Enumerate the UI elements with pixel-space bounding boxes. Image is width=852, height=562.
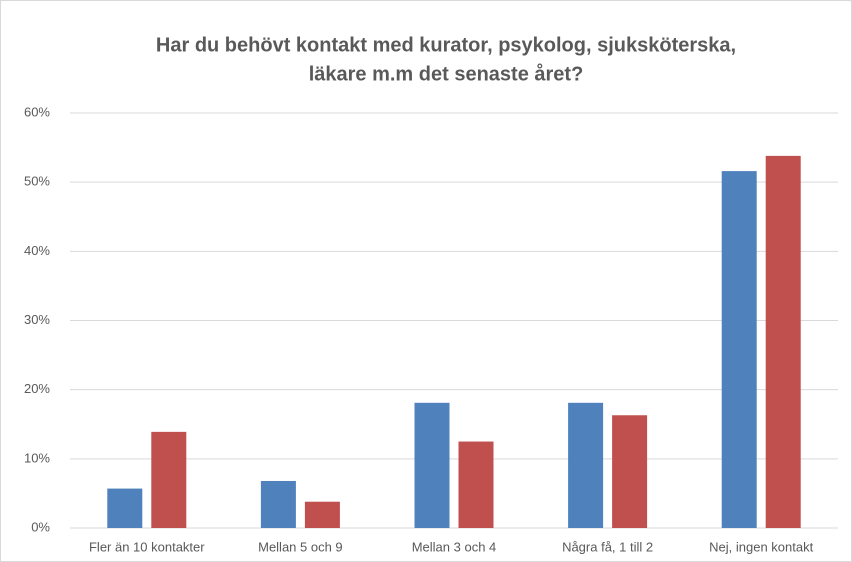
bar [304, 501, 340, 528]
x-tick-label: Mellan 5 och 9 [258, 539, 343, 554]
y-tick-label: 0% [31, 519, 50, 534]
y-tick-label: 60% [24, 104, 50, 119]
bar [414, 402, 450, 528]
x-tick-label: Fler än 10 kontakter [89, 539, 205, 554]
x-tick-label: Mellan 3 och 4 [412, 539, 497, 554]
y-tick-label: 30% [24, 312, 50, 327]
bar [721, 171, 757, 528]
x-tick-label: Nej, ingen kontakt [709, 539, 813, 554]
bar [260, 480, 296, 528]
x-tick-label: Några få, 1 till 2 [562, 539, 653, 554]
chart-title: läkare m.m det senaste året? [309, 62, 584, 85]
y-tick-label: 40% [24, 243, 50, 258]
y-tick-label: 20% [24, 381, 50, 396]
bar [107, 488, 143, 528]
y-tick-label: 50% [24, 174, 50, 189]
chart-title: Har du behövt kontakt med kurator, psyko… [156, 34, 736, 56]
bar [765, 155, 801, 528]
bar [612, 415, 648, 528]
y-tick-label: 10% [24, 450, 50, 465]
bar [151, 431, 187, 528]
bar [458, 441, 494, 528]
bar [568, 402, 604, 528]
